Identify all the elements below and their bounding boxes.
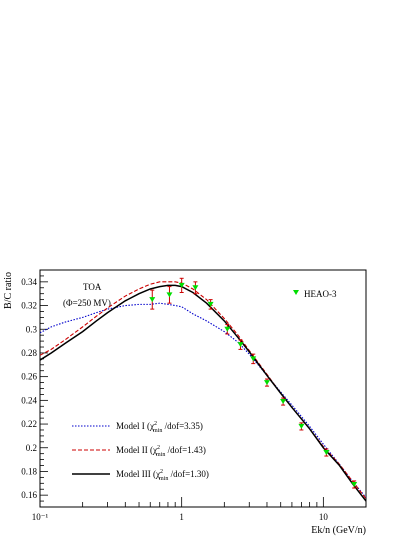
axis-ticks [39, 269, 367, 508]
legend-label-model-ii: Model II (χ2 min /dof=1.43) [116, 445, 206, 458]
legend-label-model-i: Model I (χ2 min /dof=3.35) [116, 421, 203, 434]
legend-heao3-label: HEAO-3 [304, 289, 337, 299]
legend-label-model-iii: Model III (χ2 min /dof=1.30) [116, 469, 209, 482]
data-point-marker [192, 285, 199, 291]
y-tick-label: 0.16 [21, 490, 37, 500]
data-point-marker [149, 297, 156, 303]
series-line-model-i [39, 302, 367, 498]
data-point-marker [178, 282, 185, 288]
x-tick-label: 10⁻¹ [32, 512, 49, 522]
x-axis-title: Ek/n (GeV/n) [311, 525, 366, 536]
model-curves [39, 281, 367, 502]
data-point-marker [280, 399, 287, 405]
y-tick-label: 0.18 [21, 466, 37, 476]
y-tick-label: 0.24 [21, 395, 37, 405]
y-tick-label: 0.28 [21, 348, 37, 358]
series-line-model-ii [39, 281, 367, 500]
y-tick-label: 0.2 [26, 443, 37, 453]
legend-heao3-marker [293, 290, 299, 295]
data-point-marker [323, 449, 330, 455]
series-line-model-iii [39, 284, 367, 502]
x-tick-label: 1 [179, 512, 184, 522]
y-tick-label: 0.3 [26, 324, 38, 334]
heao3-data-points [149, 277, 358, 489]
y-tick-label: 0.32 [21, 301, 37, 311]
legend-heao3: HEAO-3 [293, 289, 337, 299]
data-point-marker [351, 481, 358, 487]
data-point-marker [207, 301, 214, 307]
data-point-marker [166, 292, 173, 298]
y-axis-title: B/C ratio [3, 272, 14, 309]
data-point-marker [250, 356, 257, 362]
data-point-marker [224, 326, 231, 332]
annotation-toa: TOA [83, 282, 102, 292]
data-point-marker [237, 342, 244, 348]
axis-tick-labels: 0.16 0.18 0.2 0.22 0.24 0.26 0.28 0.3 0.32 0.34 10… [21, 277, 328, 522]
legend: Model I (χ2 min /dof=3.35) Model II (χ2 min… [72, 421, 209, 482]
data-point-marker [298, 423, 305, 429]
y-tick-label: 0.34 [21, 277, 37, 287]
y-tick-label: 0.22 [21, 419, 37, 429]
data-point-marker [263, 380, 270, 386]
y-tick-label: 0.26 [21, 372, 37, 382]
annotation-phi: (Φ=250 MV) [63, 298, 111, 308]
x-tick-label: 10 [319, 512, 329, 522]
